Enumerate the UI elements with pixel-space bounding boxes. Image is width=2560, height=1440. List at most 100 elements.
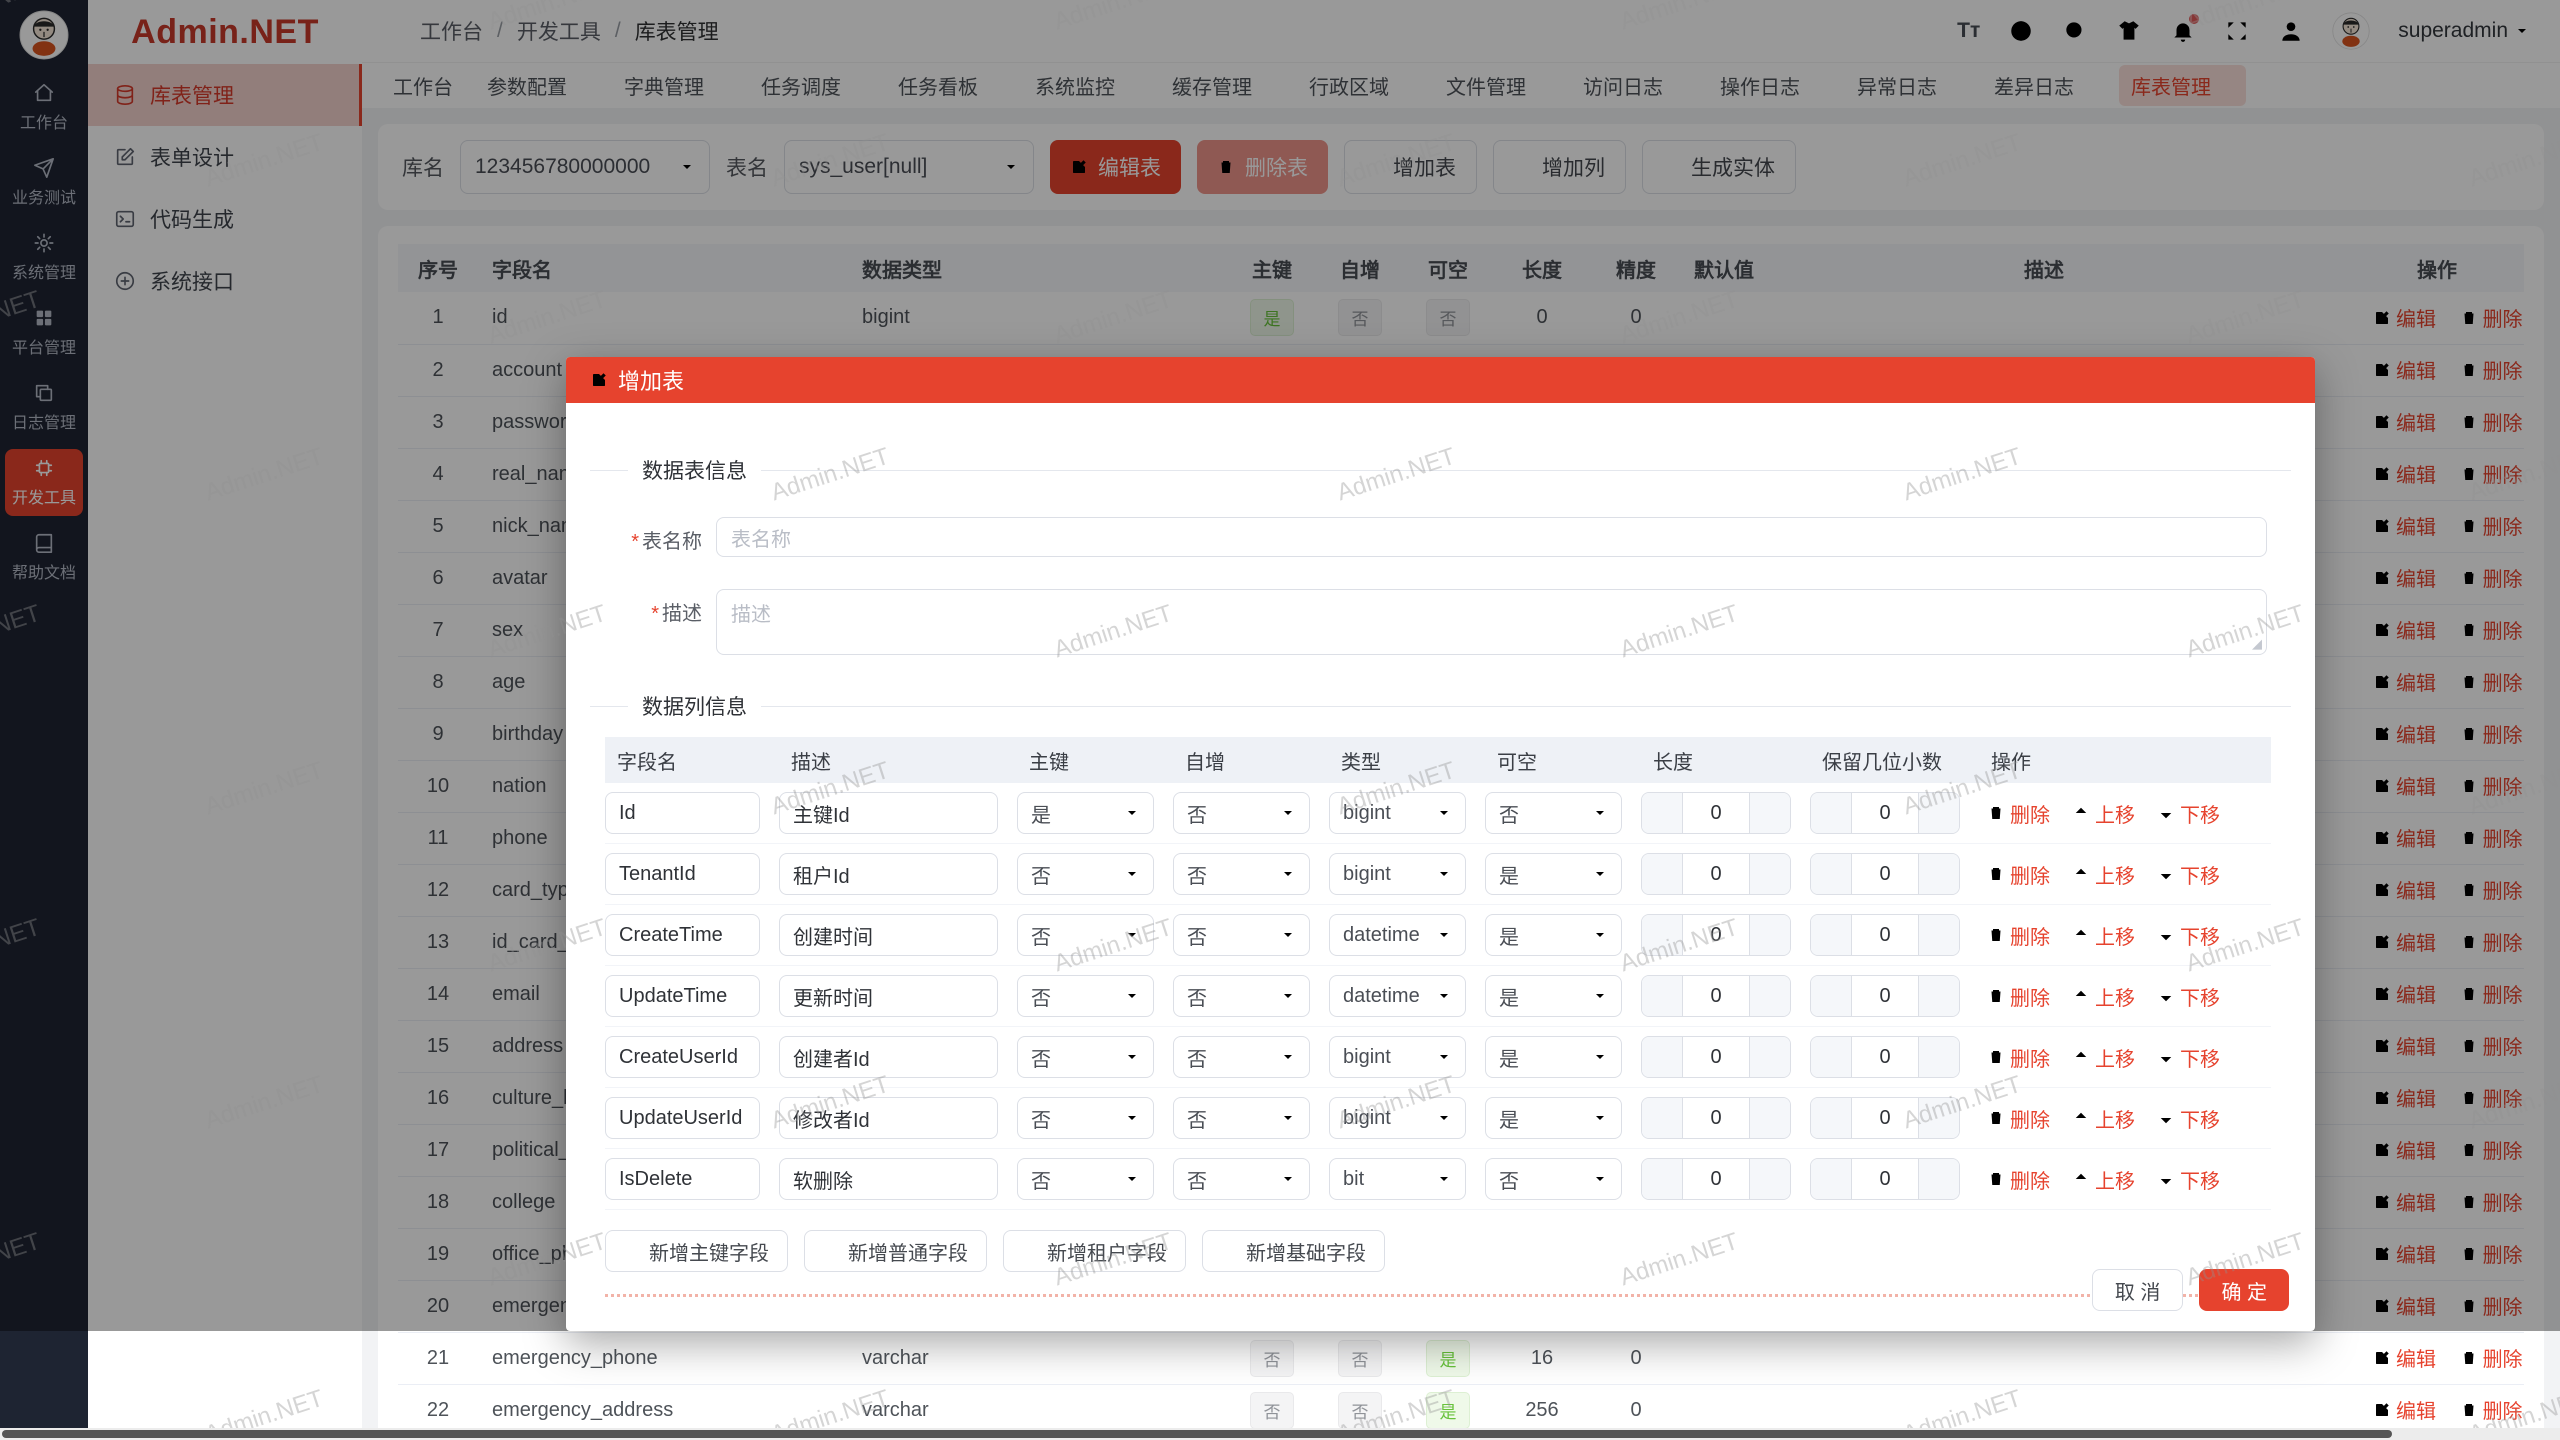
primary-key-select[interactable]: 否 [1017, 1158, 1154, 1200]
rail-item-home[interactable]: 工作台 [5, 74, 83, 141]
minus-button[interactable] [1642, 1159, 1682, 1199]
row-edit-link[interactable]: 编辑 [2373, 1135, 2436, 1164]
font-size-icon[interactable]: Tт [1957, 19, 1981, 42]
generate-entity-button[interactable]: 生成实体 [1642, 140, 1796, 194]
number-stepper[interactable]: 0 [1641, 1097, 1791, 1139]
minus-button[interactable] [1811, 976, 1851, 1016]
number-stepper[interactable]: 0 [1810, 914, 1960, 956]
field-name-input[interactable]: CreateTime [605, 914, 760, 956]
tab[interactable]: 差异日志 [1982, 65, 2109, 106]
row-edit-link[interactable]: 编辑 [2373, 1291, 2436, 1320]
row-delete-link[interactable]: 删除 [2460, 979, 2523, 1008]
row-edit-link[interactable]: 编辑 [2373, 511, 2436, 540]
row-delete-link[interactable]: 删除 [2460, 1083, 2523, 1112]
field-desc-input[interactable]: 软删除 [779, 1158, 998, 1200]
row-delete-link[interactable]: 删除 [2460, 667, 2523, 696]
minus-button[interactable] [1642, 1098, 1682, 1138]
tab[interactable]: 字典管理 [612, 65, 739, 106]
row-delete-link[interactable]: 删除 [2460, 927, 2523, 956]
row-edit-link[interactable]: 编辑 [2373, 771, 2436, 800]
tab[interactable]: 文件管理 [1434, 65, 1561, 106]
menu-item-db[interactable]: 库表管理 [88, 64, 362, 126]
breadcrumb-item[interactable]: 开发工具 [516, 21, 601, 44]
minus-button[interactable] [1811, 1159, 1851, 1199]
field-desc-input[interactable]: 创建者Id [779, 1036, 998, 1078]
row-delete-link[interactable]: 删除 [1987, 799, 2050, 828]
row-delete-link[interactable]: 删除 [2460, 875, 2523, 904]
plus-button[interactable] [1750, 1098, 1790, 1138]
rail-item-chip[interactable]: 开发工具 [5, 449, 83, 516]
row-edit-link[interactable]: 编辑 [2373, 459, 2436, 488]
close-icon[interactable] [2273, 367, 2291, 393]
primary-key-select[interactable]: 否 [1017, 853, 1154, 895]
data-type-select[interactable]: bit [1329, 1158, 1466, 1200]
auto-increment-select[interactable]: 否 [1173, 792, 1310, 834]
row-edit-link[interactable]: 编辑 [2373, 1343, 2436, 1372]
row-edit-link[interactable]: 编辑 [2373, 1239, 2436, 1268]
row-delete-link[interactable]: 删除 [2460, 719, 2523, 748]
edit-table-button[interactable]: 编辑表 [1050, 140, 1181, 194]
number-stepper[interactable]: 0 [1641, 853, 1791, 895]
desc-textarea[interactable]: 描述 ◢ [716, 589, 2267, 655]
nullable-select[interactable]: 是 [1485, 1036, 1622, 1078]
number-stepper[interactable]: 0 [1810, 1097, 1960, 1139]
menu-item-form[interactable]: 表单设计 [88, 126, 362, 188]
row-delete-link[interactable]: 删除 [1987, 860, 2050, 889]
number-stepper[interactable]: 0 [1810, 1036, 1960, 1078]
table-name-select[interactable]: sys_user[null] [784, 140, 1034, 194]
field-desc-input[interactable]: 租户Id [779, 853, 998, 895]
row-move-down-link[interactable]: 下移 [2157, 1104, 2220, 1133]
auto-increment-select[interactable]: 否 [1173, 853, 1310, 895]
row-move-down-link[interactable]: 下移 [2157, 799, 2220, 828]
row-delete-link[interactable]: 删除 [2460, 1239, 2523, 1268]
scrollbar-thumb[interactable] [2, 1430, 2392, 1438]
number-stepper[interactable]: 0 [1810, 975, 1960, 1017]
row-move-up-link[interactable]: 上移 [2072, 982, 2135, 1011]
breadcrumb-item[interactable]: 工作台 [420, 21, 483, 44]
minus-button[interactable] [1642, 1037, 1682, 1077]
primary-key-select[interactable]: 否 [1017, 1036, 1154, 1078]
row-delete-link[interactable]: 删除 [1987, 921, 2050, 950]
tab[interactable]: 行政区域 [1297, 65, 1424, 106]
row-edit-link[interactable]: 编辑 [2373, 823, 2436, 852]
data-type-select[interactable]: bigint [1329, 853, 1466, 895]
tab[interactable]: 库表管理 [2119, 65, 2246, 106]
auto-increment-select[interactable]: 否 [1173, 975, 1310, 1017]
row-move-down-link[interactable]: 下移 [2157, 860, 2220, 889]
auto-increment-select[interactable]: 否 [1173, 914, 1310, 956]
row-delete-link[interactable]: 删除 [2460, 1291, 2523, 1320]
rail-item-gear[interactable]: 系统管理 [5, 224, 83, 291]
add-field-button[interactable]: 新增租户字段 [1003, 1230, 1186, 1272]
number-stepper[interactable]: 0 [1810, 1158, 1960, 1200]
nullable-select[interactable]: 是 [1485, 914, 1622, 956]
minus-button[interactable] [1811, 1037, 1851, 1077]
primary-key-select[interactable]: 否 [1017, 1097, 1154, 1139]
minus-button[interactable] [1811, 854, 1851, 894]
row-edit-link[interactable]: 编辑 [2373, 615, 2436, 644]
plus-button[interactable] [1750, 915, 1790, 955]
row-move-up-link[interactable]: 上移 [2072, 799, 2135, 828]
minus-button[interactable] [1811, 915, 1851, 955]
row-edit-link[interactable]: 编辑 [2373, 875, 2436, 904]
number-stepper[interactable]: 0 [1641, 1158, 1791, 1200]
row-edit-link[interactable]: 编辑 [2373, 303, 2436, 332]
field-desc-input[interactable]: 创建时间 [779, 914, 998, 956]
tab[interactable]: 工作台 [381, 65, 465, 106]
number-stepper[interactable]: 0 [1641, 1036, 1791, 1078]
add-field-button[interactable]: 新增普通字段 [804, 1230, 987, 1272]
plus-button[interactable] [1919, 1037, 1959, 1077]
row-delete-link[interactable]: 删除 [2460, 1343, 2523, 1372]
row-delete-link[interactable]: 删除 [2460, 615, 2523, 644]
row-delete-link[interactable]: 删除 [2460, 1187, 2523, 1216]
minus-button[interactable] [1811, 793, 1851, 833]
minus-button[interactable] [1811, 1098, 1851, 1138]
number-stepper[interactable]: 0 [1810, 792, 1960, 834]
resize-grip[interactable]: ◢ [2252, 636, 2262, 651]
data-type-select[interactable]: bigint [1329, 1097, 1466, 1139]
tab[interactable]: 缓存管理 [1160, 65, 1287, 106]
plus-button[interactable] [1919, 1159, 1959, 1199]
minus-button[interactable] [1642, 915, 1682, 955]
nullable-select[interactable]: 是 [1485, 853, 1622, 895]
row-move-down-link[interactable]: 下移 [2157, 1043, 2220, 1072]
rail-item-docs[interactable]: 日志管理 [5, 374, 83, 441]
